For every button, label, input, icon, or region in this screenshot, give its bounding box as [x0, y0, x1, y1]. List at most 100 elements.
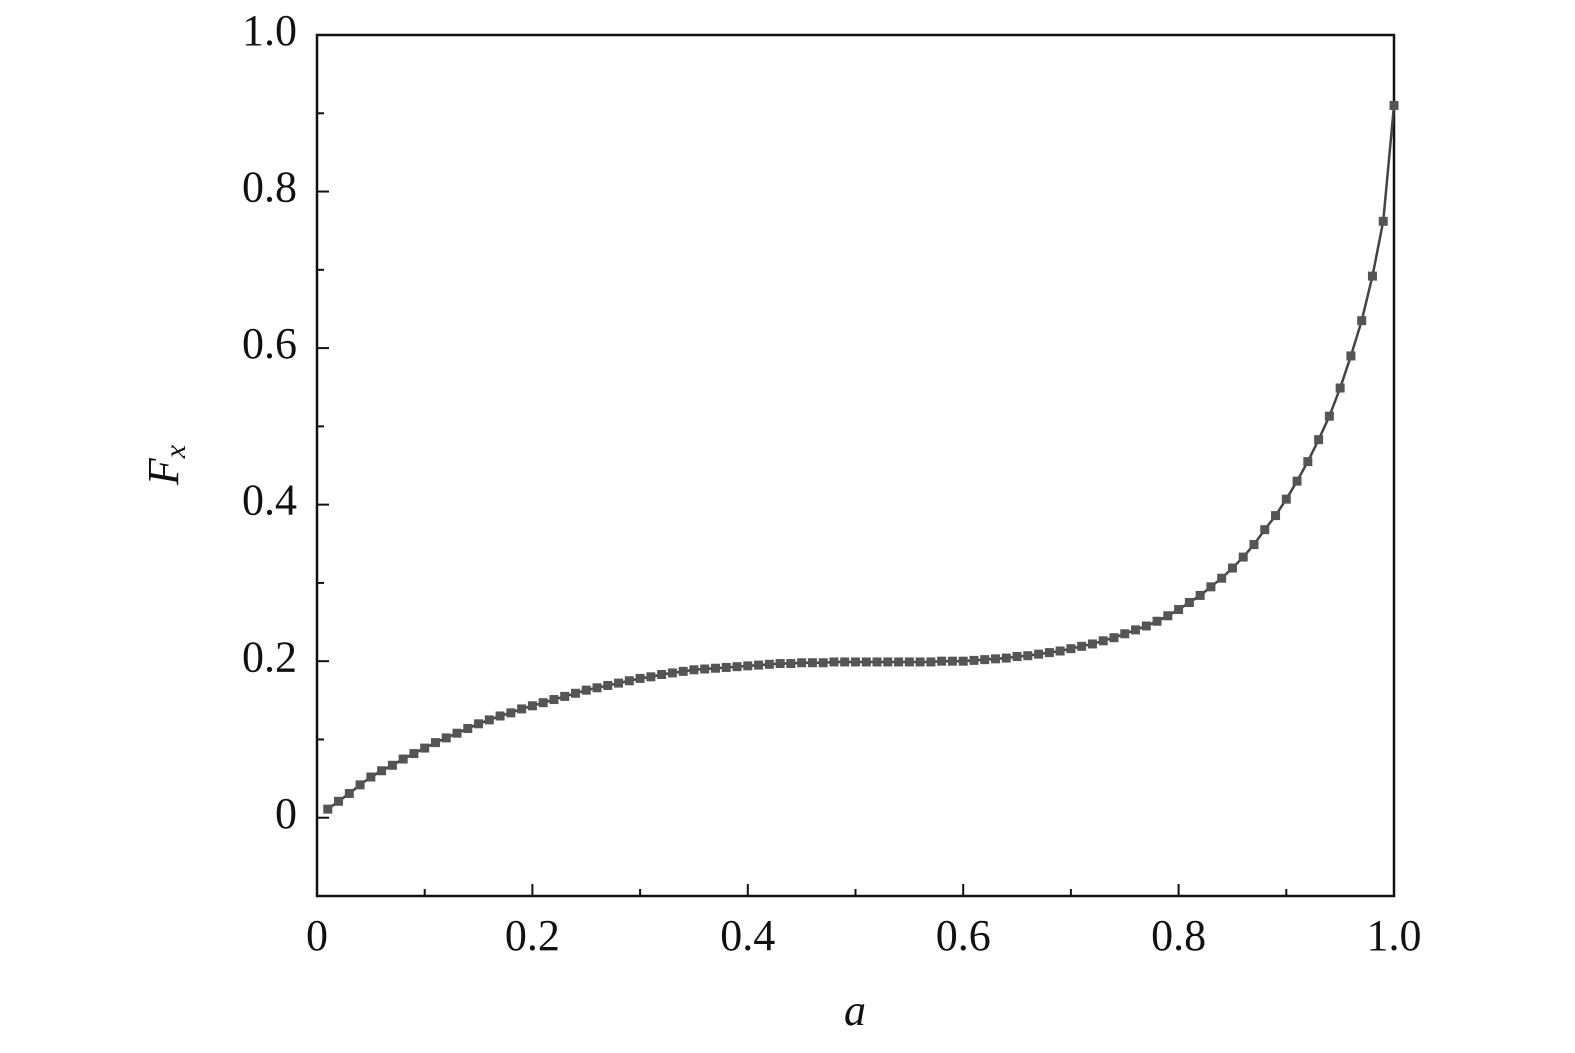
- data-point: [366, 772, 376, 782]
- data-point: [646, 672, 656, 682]
- data-point: [334, 796, 344, 806]
- y-tick-label: 0.2: [242, 632, 297, 681]
- data-point: [1034, 649, 1044, 659]
- y-axis-label-group: Fx: [139, 444, 192, 486]
- data-point: [1023, 651, 1033, 661]
- data-point: [1314, 435, 1324, 445]
- data-point: [1292, 476, 1302, 486]
- data-point: [958, 656, 968, 666]
- data-point: [1378, 216, 1388, 226]
- y-tick-label: 0.4: [242, 476, 297, 525]
- data-point: [452, 728, 462, 738]
- data-point: [1184, 597, 1194, 607]
- data-point: [1174, 605, 1184, 615]
- data-point: [1324, 411, 1334, 421]
- data-point: [1109, 633, 1119, 643]
- x-tick-label: 0.6: [936, 911, 991, 960]
- data-point: [937, 656, 947, 666]
- x-tick-label: 0: [306, 911, 328, 960]
- data-point: [678, 666, 688, 676]
- data-point: [1249, 540, 1259, 550]
- data-point: [915, 657, 925, 667]
- data-point: [786, 659, 796, 669]
- data-point: [430, 738, 440, 748]
- data-point: [1141, 621, 1151, 631]
- data-point: [1077, 641, 1087, 651]
- data-point: [969, 655, 979, 665]
- data-point: [1087, 639, 1097, 649]
- data-point: [495, 711, 505, 721]
- data-point: [1131, 625, 1141, 635]
- x-tick-label: 0.4: [720, 911, 775, 960]
- y-axis-label-main: F: [139, 457, 188, 486]
- data-point: [1346, 351, 1356, 361]
- data-point: [1271, 511, 1281, 521]
- data-point: [420, 743, 430, 753]
- data-point: [560, 691, 570, 701]
- data-point: [861, 657, 871, 667]
- y-tick-label: 0: [275, 789, 297, 838]
- data-point: [603, 680, 613, 690]
- data-point: [657, 669, 667, 679]
- data-point: [517, 704, 527, 714]
- x-tick-label: 0.2: [505, 911, 560, 960]
- data-point: [624, 676, 634, 686]
- data-point: [851, 657, 860, 667]
- data-point: [409, 749, 419, 759]
- data-point: [775, 659, 785, 669]
- y-axis-label-sub: x: [159, 444, 192, 459]
- data-point: [904, 657, 914, 667]
- data-point: [581, 685, 591, 695]
- data-point: [506, 708, 516, 718]
- data-point: [797, 658, 807, 668]
- data-point: [764, 659, 774, 669]
- data-point: [1012, 651, 1022, 661]
- data-point: [355, 780, 365, 790]
- data-point: [1163, 611, 1173, 621]
- data-point: [1227, 563, 1237, 573]
- data-point: [1152, 616, 1162, 626]
- data-point: [549, 695, 559, 705]
- data-point: [1195, 590, 1205, 600]
- y-axis-label: Fx: [139, 444, 192, 486]
- data-point: [538, 698, 548, 708]
- data-point: [570, 688, 580, 698]
- data-line: [327, 105, 1396, 811]
- data-point: [1044, 648, 1054, 658]
- data-point: [818, 658, 828, 668]
- data-point: [441, 733, 451, 743]
- data-point: [743, 661, 753, 671]
- data-point: [732, 662, 742, 672]
- data-point: [667, 668, 677, 678]
- data-point: [894, 657, 904, 667]
- data-point: [1206, 582, 1216, 592]
- data-point: [635, 673, 645, 683]
- data-point: [1357, 316, 1367, 326]
- data-point: [980, 655, 990, 665]
- data-point: [592, 683, 602, 693]
- data-point: [991, 654, 1001, 664]
- data-point: [829, 657, 839, 667]
- data-point: [1217, 573, 1227, 583]
- y-tick-label: 0.6: [242, 319, 297, 368]
- data-point: [1098, 636, 1108, 646]
- data-point: [344, 788, 354, 798]
- data-point: [1281, 494, 1291, 504]
- x-tick-label: 1.0: [1367, 911, 1422, 960]
- data-point: [614, 678, 624, 688]
- data-point: [484, 715, 494, 725]
- data-point: [474, 719, 484, 729]
- data-point: [883, 657, 893, 667]
- data-point: [754, 660, 764, 670]
- data-point: [1389, 100, 1399, 110]
- data-point: [527, 701, 537, 711]
- data-point: [710, 663, 720, 673]
- data-point: [840, 657, 850, 667]
- data-point: [1303, 457, 1313, 467]
- y-tick-label: 0.8: [242, 163, 297, 212]
- data-point: [323, 804, 333, 814]
- data-point: [463, 723, 473, 733]
- data-point: [689, 665, 699, 675]
